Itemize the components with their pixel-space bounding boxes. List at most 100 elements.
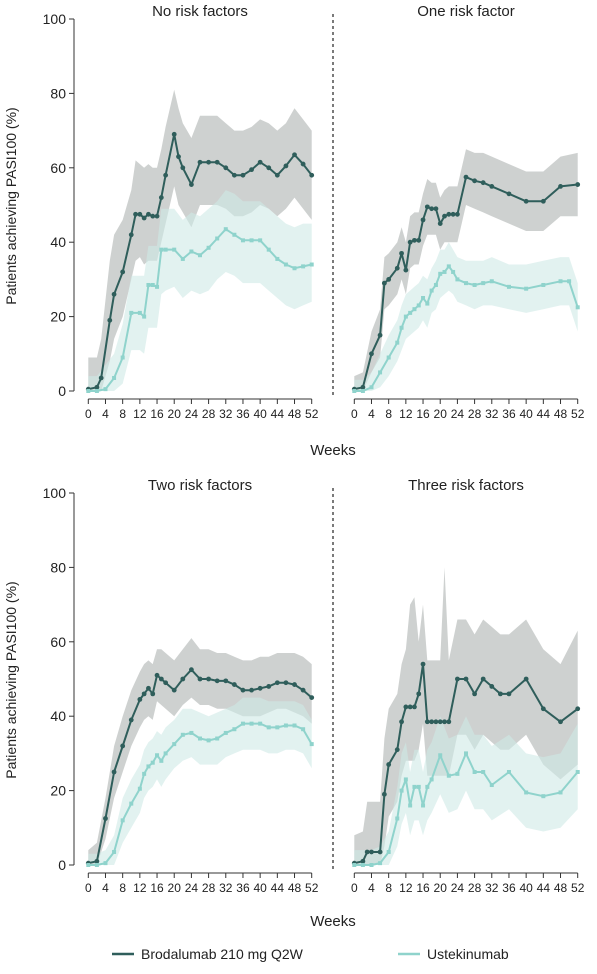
one-risk-brodalumab-point-29: [575, 182, 581, 187]
three-risk-ustekinumab-point-8: [408, 803, 413, 808]
one-risk-ustekinumab-point-6: [399, 325, 404, 330]
two-risk-ustekinumab-point-3: [112, 849, 117, 854]
one-risk-x-tick-label-40: 40: [519, 407, 533, 421]
no-risk-ustekinumab-point-15: [189, 249, 194, 254]
three-risk-x-tick-label-44: 44: [537, 881, 551, 895]
no-risk-ustekinumab-point-22: [249, 238, 254, 243]
one-risk-brodalumab-point-13: [424, 204, 430, 210]
axes-layer: [69, 14, 579, 878]
two-risk-brodalumab-point-26: [283, 680, 289, 686]
one-risk-x-tick-label-16: 16: [416, 407, 430, 421]
no-risk-y-tick-label-20: 20: [50, 309, 66, 325]
no-risk-brodalumab-point-19: [197, 159, 203, 165]
two-risk-ustekinumab-point-17: [206, 738, 211, 743]
three-risk-ustekinumab-point-25: [575, 770, 580, 774]
two-risk-ustekinumab-point-5: [129, 801, 134, 806]
three-risk-brodalumab-point-28: [540, 706, 546, 712]
no-risk-ustekinumab-point-5: [129, 310, 134, 315]
three-risk-brodalumab-point-12: [416, 691, 422, 697]
one-risk-brodalumab-point-7: [399, 250, 404, 256]
no-risk-brodalumab-point-16: [176, 154, 181, 160]
two-risk-brodalumab-point-2: [103, 816, 108, 821]
one-risk-ustekinumab-point-10: [416, 303, 421, 308]
two-risk-brodalumab-point-27: [292, 682, 297, 687]
no-risk-brodalumab-point-27: [266, 165, 272, 171]
one-risk-ustekinumab-point-24: [506, 284, 511, 289]
no-risk-brodalumab-point-22: [223, 165, 229, 171]
no-risk-ustekinumab-point-29: [309, 262, 314, 267]
two-risk-x-tick-label-40: 40: [253, 881, 267, 895]
three-risk-ustekinumab-point-4: [386, 849, 391, 854]
one-risk-ustekinumab-point-12: [425, 301, 430, 306]
three-risk-ustekinumab-point-21: [506, 770, 511, 774]
two-risk-brodalumab-point-10: [154, 672, 160, 678]
no-risk-brodalumab-point-23: [231, 172, 237, 178]
ylabel-top: Patients achieving PASI100 (%): [3, 107, 19, 304]
no-risk-brodalumab-point-5: [120, 269, 126, 275]
one-risk-ustekinumab-band: [354, 242, 578, 391]
no-risk-x-tick-label-40: 40: [253, 407, 267, 421]
one-risk-ustekinumab-point-1: [360, 389, 365, 393]
two-risk-ustekinumab-point-2: [103, 861, 108, 866]
three-risk-brodalumab-point-14: [424, 719, 430, 725]
one-risk-ustekinumab-point-16: [442, 269, 447, 274]
three-risk-brodalumab-point-22: [472, 691, 477, 697]
two-risk-ustekinumab-point-7: [142, 771, 147, 776]
one-risk-brodalumab-point-12: [420, 217, 426, 223]
one-risk-ustekinumab-line: [354, 265, 579, 392]
two-risk-ustekinumab-point-1: [94, 863, 99, 867]
no-risk-brodalumab-point-31: [300, 161, 306, 167]
three-risk-brodalumab-point-1: [360, 858, 366, 864]
one-risk-ustekinumab-point-28: [567, 279, 572, 284]
two-risk-ustekinumab-point-14: [180, 732, 185, 737]
one-risk-ustekinumab-point-7: [403, 314, 408, 319]
two-risk-ustekinumab-point-6: [137, 786, 142, 791]
series-lines-layer: [85, 131, 581, 867]
three-risk-brodalumab-point-23: [480, 676, 486, 682]
no-risk-brodalumab-point-17: [180, 165, 186, 171]
no-risk-x-tick-label-48: 48: [288, 407, 302, 421]
no-risk-ustekinumab-point-28: [301, 264, 306, 269]
two-risk-brodalumab-point-3: [111, 769, 117, 775]
one-risk-x-tick-label-52: 52: [571, 407, 585, 421]
no-risk-ustekinumab-point-19: [223, 227, 228, 232]
one-risk-x-tick-label-4: 4: [368, 407, 375, 421]
two-risk-ustekinumab-point-19: [223, 730, 228, 735]
two-risk-x-tick-label-44: 44: [271, 881, 285, 895]
three-risk-brodalumab-point-3: [369, 849, 374, 855]
no-risk-ustekinumab-point-10: [155, 284, 160, 289]
one-risk-ustekinumab-point-9: [412, 307, 417, 312]
one-risk-x-tick-label-32: 32: [485, 407, 499, 421]
three-risk-brodalumab-point-13: [420, 661, 426, 667]
three-risk-x-tick-label-48: 48: [554, 881, 568, 895]
one-risk-ustekinumab-point-15: [438, 271, 443, 276]
two-risk-brodalumab-point-1: [94, 858, 100, 864]
two-risk-brodalumab-point-20: [231, 682, 237, 687]
no-risk-ustekinumab-point-26: [283, 262, 288, 267]
three-risk-ustekinumab-point-16: [455, 771, 460, 776]
one-risk-brodalumab-point-20: [455, 211, 460, 217]
one-risk-ustekinumab-point-2: [369, 385, 374, 390]
two-risk-brodalumab-point-12: [163, 680, 169, 686]
two-risk-ustekinumab-point-0: [86, 863, 91, 867]
two-risk-ustekinumab-point-20: [232, 727, 237, 732]
no-risk-ustekinumab-point-20: [232, 232, 237, 237]
three-risk-ustekinumab-point-17: [464, 751, 468, 756]
two-risk-ustekinumab-point-27: [292, 723, 297, 728]
no-risk-brodalumab-point-1: [94, 384, 100, 390]
two-risk-x-tick-label-4: 4: [102, 881, 109, 895]
no-risk-brodalumab-point-24: [240, 172, 246, 178]
one-risk-x-tick-label-24: 24: [451, 407, 465, 421]
no-risk-brodalumab-point-25: [249, 167, 254, 173]
no-risk-x-tick-label-36: 36: [236, 407, 250, 421]
no-risk-ustekinumab-point-11: [159, 247, 164, 252]
no-risk-y-tick-label-100: 100: [43, 11, 67, 27]
one-risk-ustekinumab-point-29: [575, 305, 580, 310]
no-risk-panel-title: No risk factors: [152, 3, 248, 20]
three-risk-ustekinumab-point-14: [438, 753, 443, 758]
three-risk-brodalumab-point-21: [463, 676, 469, 682]
three-risk-x-tick-label-20: 20: [434, 881, 448, 895]
two-risk-brodalumab-point-5: [128, 717, 134, 723]
no-risk-ustekinumab-point-3: [112, 375, 117, 380]
three-risk-brodalumab-point-15: [429, 719, 435, 725]
